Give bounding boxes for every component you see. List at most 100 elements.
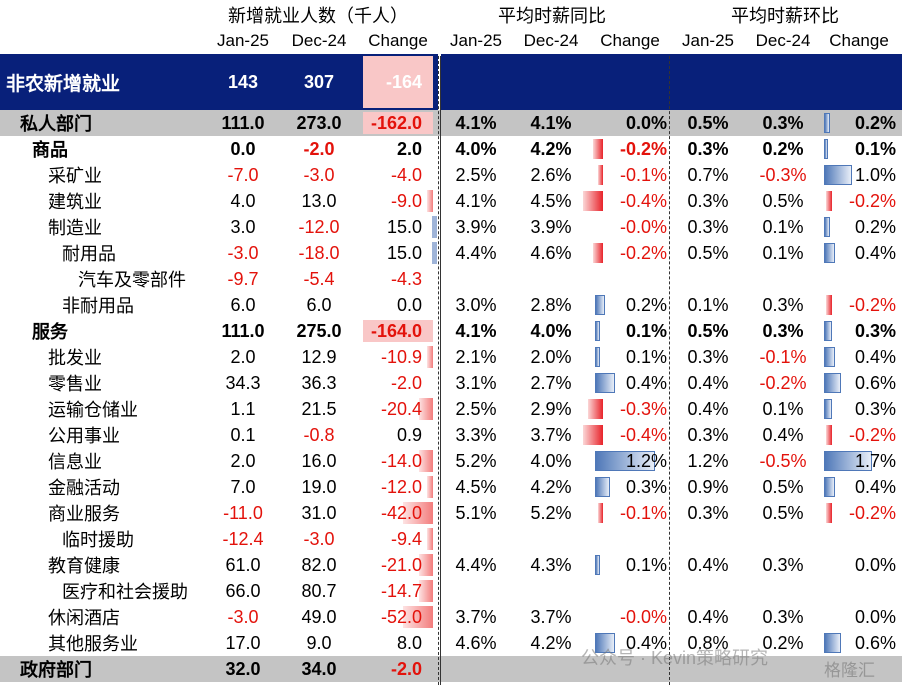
cell-mom-change: 0.6% (854, 372, 896, 393)
cell-emp-dec-24: -3.0 (303, 528, 335, 549)
cell-emp-dec-24: 31.0 (301, 502, 337, 523)
cell-emp-dec-24: 19.0 (301, 476, 337, 497)
column-header-mom-2: Change (829, 31, 889, 50)
mom-change-bar-neg (826, 503, 832, 523)
cell-emp-jan-25: -3.0 (227, 242, 259, 263)
emp-change-highlight-pos (432, 216, 437, 238)
cell-mom-dec-24: 0.5% (762, 190, 804, 211)
cell-yoy-change: 0.1% (625, 320, 667, 341)
mom-change-bar-pos (824, 243, 836, 263)
cell-emp-jan-25: 32.0 (225, 658, 261, 679)
cell-mom-jan-25: 0.5% (687, 112, 729, 133)
cell-emp-jan-25: 2.0 (230, 450, 256, 471)
emp-change-highlight (419, 554, 433, 576)
cell-mom-change: 1.0% (854, 164, 896, 185)
row-label: 商品 (32, 140, 68, 160)
yoy-change-bar-pos (595, 347, 600, 367)
yoy-change-bar-neg (583, 425, 603, 445)
cell-yoy-jan-25: 5.2% (455, 450, 497, 471)
cell-mom-jan-25: 0.5% (687, 242, 729, 263)
cell-mom-dec-24: 0.3% (762, 320, 804, 341)
cell-mom-change: -0.2% (848, 190, 896, 211)
cell-yoy-jan-25: 4.4% (455, 554, 497, 575)
cell-yoy-change: -0.2% (619, 138, 667, 159)
cell-emp-dec-24: 307 (303, 71, 335, 92)
cell-emp-jan-25: -3.0 (227, 606, 259, 627)
cell-emp-change: 2.0 (396, 138, 422, 159)
cell-emp-dec-24: 82.0 (301, 554, 337, 575)
cell-yoy-change: 0.2% (625, 294, 667, 315)
row-label: 休闲酒店 (48, 608, 120, 628)
cell-emp-change: -10.9 (380, 346, 422, 367)
group-header-0: 新增就业人数（千人） (228, 6, 408, 26)
cell-yoy-jan-25: 3.1% (455, 372, 497, 393)
table-row: 商品 0.0 -2.0 2.0 4.0% 4.2% -0.2% 0.3% 0.2% 0.1% (0, 136, 902, 162)
table-row: 信息业 2.0 16.0 -14.0 5.2% 4.0% 1.2% 1.2% -0.5% 1.7% (0, 448, 902, 474)
cell-emp-jan-25: 6.0 (230, 294, 256, 315)
cell-emp-change: 0.0 (396, 294, 422, 315)
table-row: 私人部门 111.0 273.0 -162.0 4.1% 4.1% 0.0% 0.5% 0.3%… (0, 110, 902, 136)
cell-yoy-jan-25: 3.0% (455, 294, 497, 315)
cell-yoy-dec-24: 4.2% (530, 632, 572, 653)
cell-emp-dec-24: -0.8 (303, 424, 335, 445)
group-header-1: 平均时薪同比 (498, 6, 606, 26)
cell-emp-change: -4.0 (390, 164, 422, 185)
cell-yoy-change: -0.1% (619, 502, 667, 523)
cell-yoy-jan-25: 4.1% (455, 190, 497, 211)
cell-emp-change: -9.0 (390, 190, 422, 211)
cell-mom-jan-25: 0.9% (687, 476, 729, 497)
cell-yoy-jan-25: 4.4% (455, 242, 497, 263)
cell-mom-dec-24: -0.2% (759, 372, 807, 393)
cell-yoy-change: 0.1% (625, 346, 667, 367)
cell-emp-dec-24: 275.0 (296, 320, 342, 341)
cell-yoy-change: -0.4% (619, 190, 667, 211)
watermark-brand: 格隆汇 (824, 661, 875, 680)
cell-mom-change: 0.2% (854, 112, 896, 133)
yoy-change-bar-pos (595, 451, 655, 471)
cell-mom-jan-25: 0.3% (687, 138, 729, 159)
cell-yoy-dec-24: 4.0% (530, 320, 572, 341)
cell-mom-jan-25: 0.3% (687, 190, 729, 211)
cell-yoy-jan-25: 4.0% (455, 138, 497, 159)
cell-emp-change: -164.0 (370, 320, 422, 341)
mom-change-bar-pos (824, 165, 852, 185)
cell-mom-dec-24: -0.1% (759, 346, 807, 367)
cell-yoy-change: -0.3% (619, 398, 667, 419)
cell-mom-jan-25: 0.3% (687, 346, 729, 367)
row-label: 耐用品 (62, 244, 116, 264)
cell-emp-dec-24: -12.0 (298, 216, 340, 237)
cell-emp-change: 15.0 (386, 242, 422, 263)
yoy-change-bar-pos (595, 373, 615, 393)
mom-change-bar-pos (824, 633, 841, 653)
row-label: 非农新增就业 (6, 73, 121, 95)
cell-mom-dec-24: 0.3% (762, 112, 804, 133)
cell-mom-change: -0.2% (848, 424, 896, 445)
cell-mom-change: -0.2% (848, 294, 896, 315)
table-row: 临时援助 -12.4 -3.0 -9.4 (0, 526, 902, 552)
yoy-change-bar-neg (598, 503, 603, 523)
cell-mom-jan-25: 0.4% (687, 606, 729, 627)
cell-yoy-dec-24: 4.5% (530, 190, 572, 211)
mom-change-bar-pos (824, 321, 833, 341)
cell-mom-dec-24: 0.3% (762, 294, 804, 315)
cell-emp-dec-24: 34.0 (301, 658, 337, 679)
table-row: 运输仓储业 1.1 21.5 -20.4 2.5% 2.9% -0.3% 0.4% 0.1% 0.… (0, 396, 902, 422)
cell-yoy-dec-24: 2.8% (530, 294, 572, 315)
yoy-change-bar-pos (595, 321, 600, 341)
cell-yoy-jan-25: 4.1% (455, 320, 497, 341)
table-row: 建筑业 4.0 13.0 -9.0 4.1% 4.5% -0.4% 0.3% 0.5% -0.2% (0, 188, 902, 214)
column-header-mom-0: Jan-25 (682, 31, 734, 50)
cell-emp-dec-24: 21.5 (301, 398, 337, 419)
emp-change-highlight (363, 112, 433, 134)
cell-mom-change: 0.0% (854, 606, 896, 627)
yoy-change-bar-pos (595, 555, 600, 575)
cell-emp-change: -20.4 (380, 398, 422, 419)
cell-yoy-change: 0.1% (625, 554, 667, 575)
emp-change-highlight (363, 56, 433, 108)
table-row: 采矿业 -7.0 -3.0 -4.0 2.5% 2.6% -0.1% 0.7% -0.3% 1.0… (0, 162, 902, 188)
cell-emp-jan-25: 3.0 (230, 216, 256, 237)
cell-emp-jan-25: 61.0 (225, 554, 261, 575)
cell-yoy-dec-24: 3.7% (530, 606, 572, 627)
emp-change-highlight (419, 450, 433, 472)
row-label: 临时援助 (62, 530, 134, 550)
